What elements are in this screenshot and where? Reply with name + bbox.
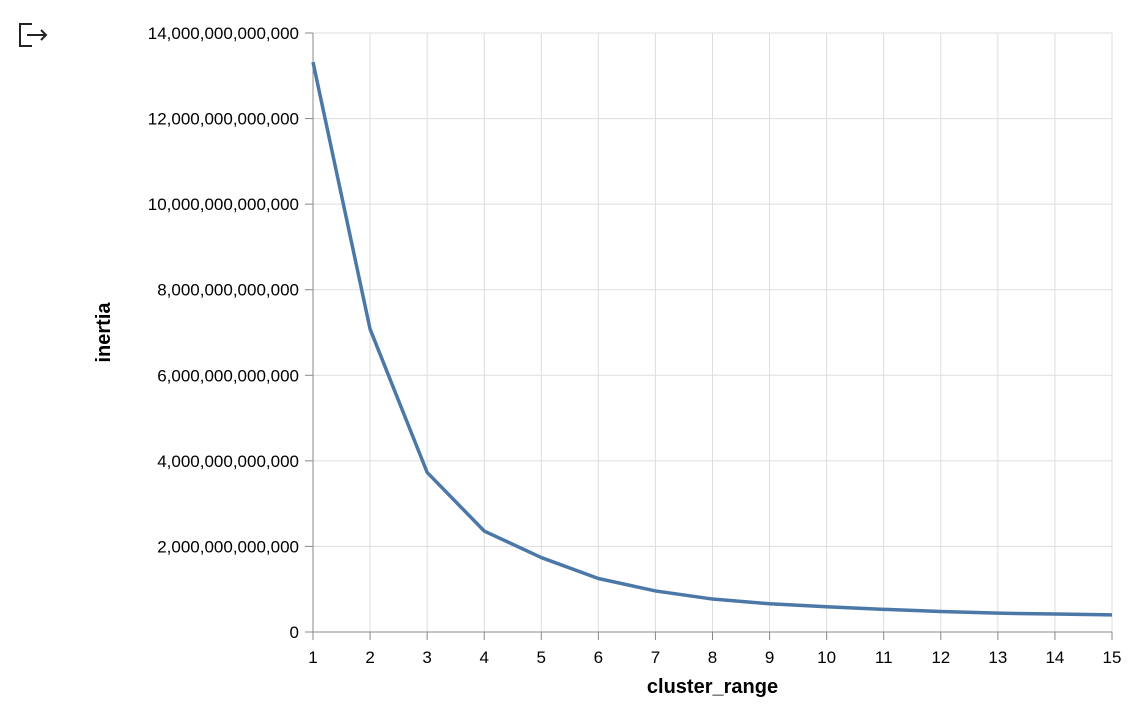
y-tick-label: 0 xyxy=(290,623,299,642)
y-tick-label: 6,000,000,000,000 xyxy=(157,366,299,385)
x-tick-label: 10 xyxy=(817,648,836,667)
axes: 1 2 3 4 5 6 7 8 9 10 11 12 13 14 1502,000,000,000,0004… xyxy=(148,24,1122,667)
x-tick-label: 4 xyxy=(479,648,488,667)
x-tick-label: 5 xyxy=(537,648,546,667)
x-tick-label: 13 xyxy=(988,648,1007,667)
x-axis-title: cluster_range xyxy=(647,676,778,698)
x-tick-label: 11 xyxy=(875,648,893,667)
x-tick-label: 14 xyxy=(1045,648,1064,667)
y-tick-label: 8,000,000,000,000 xyxy=(157,281,299,300)
y-axis-title: inertia xyxy=(93,302,115,363)
x-tick-label: 3 xyxy=(422,648,431,667)
export-icon[interactable] xyxy=(16,20,52,50)
x-tick-label: 12 xyxy=(931,648,950,667)
x-tick-label: 2 xyxy=(365,648,374,667)
y-tick-label: 4,000,000,000,000 xyxy=(157,452,299,471)
y-tick-label: 10,000,000,000,000 xyxy=(148,195,299,214)
y-tick-label: 12,000,000,000,000 xyxy=(148,110,299,129)
x-tick-label: 1 xyxy=(308,648,317,667)
series-line xyxy=(311,61,1113,617)
x-tick-label: 8 xyxy=(708,648,717,667)
grid xyxy=(312,32,1113,633)
series-layer xyxy=(311,61,1113,617)
x-tick-label: 7 xyxy=(651,648,660,667)
x-tick-label: 15 xyxy=(1103,648,1122,667)
x-tick-label: 9 xyxy=(765,648,774,667)
y-tick-label: 2,000,000,000,000 xyxy=(157,537,299,556)
y-tick-label: 14,000,000,000,000 xyxy=(148,24,299,43)
x-tick-label: 6 xyxy=(594,648,603,667)
